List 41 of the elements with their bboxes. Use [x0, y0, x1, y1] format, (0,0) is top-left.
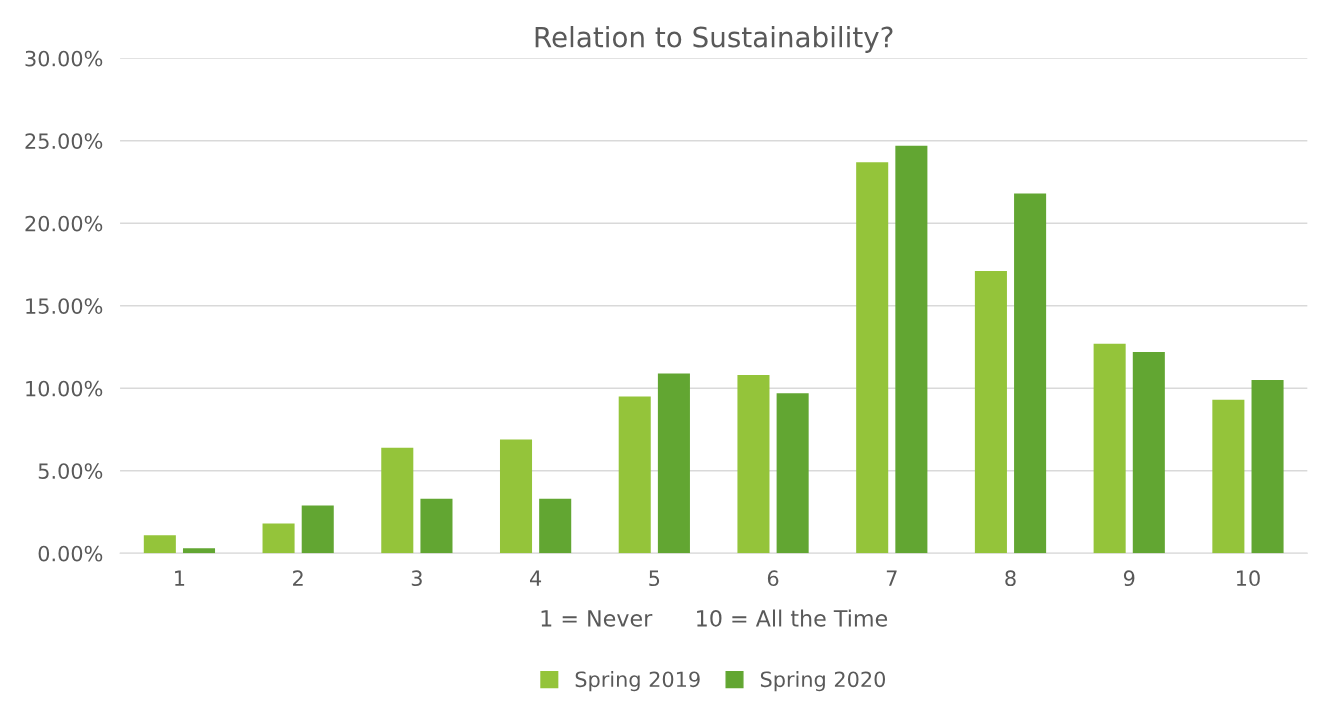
bar: [1212, 399, 1245, 554]
x-tick-label: 6: [767, 570, 779, 587]
bar: [1251, 380, 1284, 554]
bar: [499, 439, 533, 554]
x-axis-title: 1 = Never 10 = All the Time: [541, 609, 888, 627]
bar: [539, 498, 572, 554]
x-tick-label: 9: [1123, 570, 1135, 587]
legend-label: Spring 2020: [760, 671, 886, 692]
bar: [420, 498, 453, 554]
x-tick-label: 8: [1005, 570, 1016, 587]
bar: [301, 505, 334, 554]
x-tick-label: 4: [529, 570, 542, 586]
bar: [737, 375, 770, 554]
x-tick-label: 2: [293, 570, 303, 586]
bar: [1132, 351, 1165, 554]
y-tick-label: 5.00%: [38, 463, 103, 479]
bar: [1014, 193, 1047, 554]
legend-label: Spring 2019: [575, 671, 700, 692]
bar: [182, 548, 216, 554]
bar: [618, 396, 651, 554]
y-tick-label: 15.00%: [26, 298, 103, 314]
x-tick-label: 5: [649, 570, 660, 587]
bar: [262, 523, 295, 554]
x-tick-label: 7: [886, 570, 897, 586]
bar: [143, 535, 176, 554]
bar: [776, 393, 809, 554]
x-tick-label: 3: [411, 570, 422, 587]
y-tick-label: 20.00%: [25, 215, 103, 232]
y-tick-label: 0.00%: [38, 545, 103, 562]
y-tick-label: 30.00%: [25, 50, 103, 67]
y-tick-label: 25.00%: [25, 133, 103, 149]
bar: [657, 373, 690, 554]
bar: [1093, 343, 1126, 554]
x-tick-label: 1: [175, 570, 185, 586]
bar: [856, 162, 889, 554]
y-tick-label: 10.00%: [26, 380, 103, 397]
bar: [381, 447, 414, 554]
bar: [895, 145, 928, 554]
bar: [974, 271, 1007, 554]
chart-title: Relation to Sustainability?: [535, 26, 893, 53]
x-tick-label: 10: [1236, 570, 1260, 587]
